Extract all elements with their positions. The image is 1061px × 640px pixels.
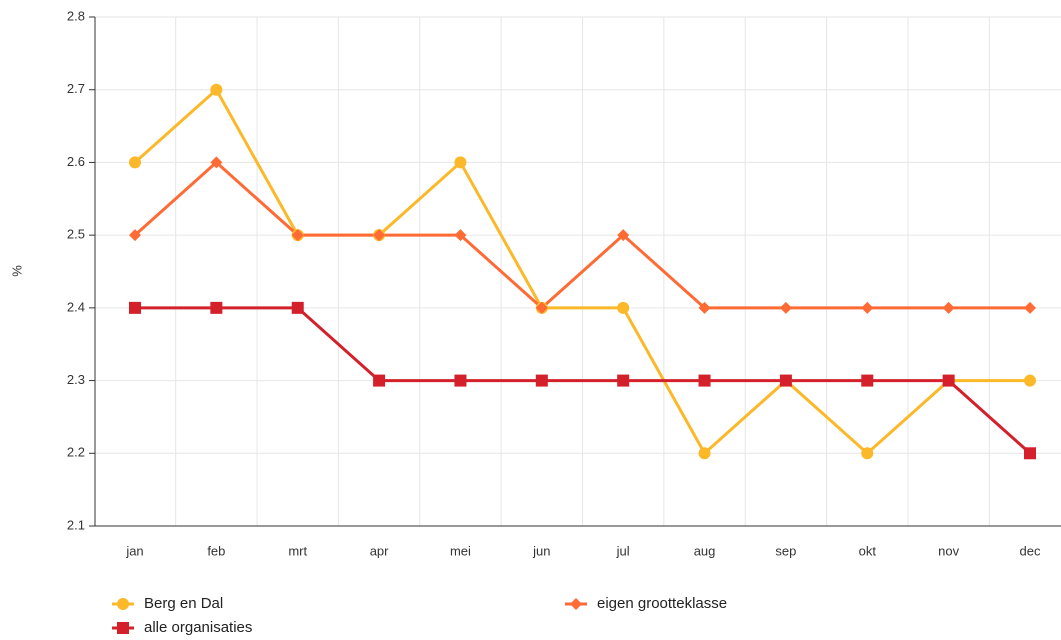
marker <box>210 156 223 169</box>
marker <box>617 229 630 242</box>
legend-label: alle organisaties <box>144 619 252 636</box>
marker <box>1024 301 1036 314</box>
y-tick-label: 2.3 <box>67 372 85 387</box>
line <box>135 306 1031 455</box>
y-tick-label: 2.5 <box>67 227 85 242</box>
marker <box>570 598 582 610</box>
x-tick-label: jul <box>616 543 630 558</box>
marker <box>1024 447 1036 460</box>
y-tick-label: 2.4 <box>67 299 85 314</box>
x-tick-label: sep <box>775 543 796 558</box>
marker <box>129 156 141 169</box>
marker <box>535 374 548 387</box>
marker <box>779 301 792 314</box>
marker <box>454 229 467 242</box>
x-tick-label: feb <box>207 543 225 558</box>
marker <box>117 622 129 634</box>
legend-label: eigen grootteklasse <box>597 595 727 612</box>
marker <box>942 374 955 387</box>
x-tick-label: jun <box>532 543 550 558</box>
x-tick-label: mei <box>450 543 471 558</box>
x-tick-label: okt <box>859 543 877 558</box>
marker <box>373 229 386 242</box>
marker <box>698 374 711 387</box>
marker <box>861 374 874 387</box>
marker <box>210 301 223 314</box>
marker <box>454 156 467 169</box>
x-tick-label: jan <box>125 543 143 558</box>
marker <box>861 447 874 460</box>
marker <box>698 447 711 460</box>
y-tick-label: 2.1 <box>67 517 85 532</box>
marker <box>117 598 129 610</box>
marker <box>617 374 630 387</box>
marker <box>698 301 711 314</box>
marker <box>942 301 955 314</box>
marker <box>861 301 874 314</box>
legend-label: Berg en Dal <box>144 595 223 612</box>
x-tick-label: dec <box>1020 543 1041 558</box>
x-tick-label: nov <box>938 543 959 558</box>
marker <box>291 301 304 314</box>
legend: Berg en Dal eigen grootteklasse alle organ… <box>112 595 727 636</box>
marker <box>129 301 141 314</box>
marker <box>779 374 792 387</box>
line <box>134 160 1030 310</box>
y-tick-label: 2.8 <box>67 8 85 23</box>
marker <box>1024 374 1036 387</box>
y-tick-label: 2.7 <box>67 81 85 96</box>
y-axis-label: % <box>9 265 24 277</box>
marker <box>210 83 223 96</box>
line <box>134 87 1030 456</box>
y-tick-label: 2.2 <box>67 445 85 460</box>
marker <box>129 229 141 242</box>
y-tick-label: 2.6 <box>67 154 85 169</box>
marker <box>535 301 548 314</box>
x-tick-label: apr <box>370 543 389 558</box>
marker <box>454 374 467 387</box>
marker <box>617 301 630 314</box>
marker <box>373 374 386 387</box>
x-tick-label: mrt <box>288 543 307 558</box>
marker <box>291 229 304 242</box>
x-tick-label: aug <box>694 543 716 558</box>
